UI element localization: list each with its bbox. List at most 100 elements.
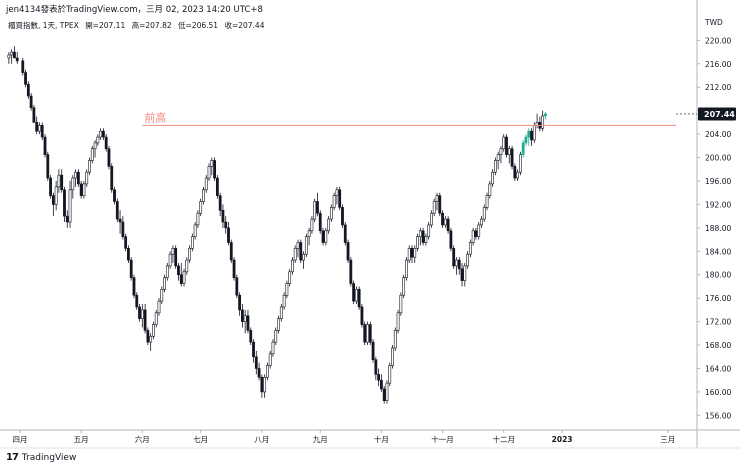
candle-body xyxy=(321,230,325,243)
candle-body xyxy=(457,259,461,270)
y-tick-label: 204.00 xyxy=(705,130,731,139)
candle-body xyxy=(182,271,186,284)
candle-body xyxy=(449,230,453,249)
candle-body xyxy=(274,330,278,343)
candle-body xyxy=(466,253,469,267)
candle-body xyxy=(202,189,205,202)
last-price-badge xyxy=(698,107,736,121)
candle-body xyxy=(71,177,75,191)
candle-body xyxy=(518,154,522,173)
x-tick-label: 六月 xyxy=(135,434,150,444)
candle-body xyxy=(363,324,367,343)
x-tick-label: 五月 xyxy=(74,435,89,444)
candle-body xyxy=(221,209,225,223)
candle-body xyxy=(385,382,389,402)
candle-body xyxy=(524,136,528,144)
y-tick-label: 176.00 xyxy=(705,294,731,303)
candle-body xyxy=(427,224,431,237)
candle-body xyxy=(460,268,464,281)
candle-body xyxy=(379,379,383,390)
legend-symbol[interactable]: 櫃買指數, 1天, TPEX xyxy=(8,21,79,30)
candle-body xyxy=(135,294,139,308)
brand-footer[interactable]: 17 TradingView xyxy=(6,452,76,463)
candle-body xyxy=(57,174,61,188)
candle-body xyxy=(154,312,158,325)
candle-body xyxy=(277,318,280,331)
legend-open: 開=207.11 xyxy=(85,21,126,30)
candle-body xyxy=(121,221,125,237)
candle-body xyxy=(455,259,458,267)
candle-body xyxy=(343,224,347,243)
candle-body xyxy=(246,315,250,331)
candle-body xyxy=(541,115,545,129)
candle-body xyxy=(299,242,303,261)
candle-body xyxy=(157,300,161,314)
legend-low: 低=206.51 xyxy=(178,21,219,30)
candle-body xyxy=(146,330,150,343)
candle-body xyxy=(107,148,111,167)
candle-body xyxy=(79,183,83,196)
x-tick-label: 2023 xyxy=(552,435,573,444)
candle-body xyxy=(235,277,239,296)
candle-body xyxy=(163,277,166,290)
candle-body xyxy=(480,218,483,226)
publisher-line: jen4134發表於TradingView.com，三月 02, 2023 14… xyxy=(6,5,263,15)
candle-body xyxy=(443,218,447,226)
candle-body xyxy=(496,154,500,161)
candle-body xyxy=(293,248,297,261)
candle-body xyxy=(335,189,339,196)
candle-body xyxy=(471,230,475,243)
candle-body xyxy=(213,160,217,179)
candle-body xyxy=(488,183,492,196)
candle-body xyxy=(441,212,444,226)
candle-body xyxy=(68,189,72,223)
annotations-layer: 前高 xyxy=(142,110,697,126)
y-tick-label: 164.00 xyxy=(705,364,731,373)
candle-body xyxy=(279,306,283,319)
y-tick-label: 160.00 xyxy=(705,388,731,397)
tradingview-logo-icon: 17 xyxy=(6,452,19,463)
candle-body xyxy=(313,201,317,220)
candle-body xyxy=(430,212,433,226)
candle-body xyxy=(288,271,292,284)
candle-body xyxy=(357,289,361,308)
candle-body xyxy=(468,242,472,255)
plot-frame xyxy=(0,0,740,449)
y-tick-label: 184.00 xyxy=(705,247,731,256)
candle-body xyxy=(268,353,272,366)
legend-close: 收=207.44 xyxy=(224,21,265,30)
candle-body xyxy=(260,376,264,393)
candle-body xyxy=(421,230,425,243)
candle-body xyxy=(532,125,536,141)
candle-body xyxy=(413,248,417,258)
candle-body xyxy=(324,230,328,243)
candle-body xyxy=(21,60,25,73)
candle-body xyxy=(190,236,194,249)
candle-body xyxy=(432,201,436,214)
candle-body xyxy=(218,195,222,211)
candle-body xyxy=(516,171,520,179)
candle-body xyxy=(149,335,153,343)
symbol-legend: 櫃買指數, 1天, TPEX 開=207.11 高=207.82 低=206.5… xyxy=(8,20,268,31)
candle-body xyxy=(10,51,14,56)
resistance-label: 前高 xyxy=(144,110,166,124)
candle-body xyxy=(46,154,50,179)
candle-body xyxy=(82,183,86,196)
candle-body xyxy=(477,224,481,237)
candle-body xyxy=(302,253,305,261)
candle-body xyxy=(65,215,69,223)
candle-body xyxy=(507,148,511,155)
candle-body xyxy=(193,224,197,237)
candle-body xyxy=(491,171,495,185)
candle-body xyxy=(85,171,89,185)
candle-body xyxy=(129,259,133,278)
candle-body xyxy=(438,195,442,214)
candle-body xyxy=(316,201,319,214)
candle-body xyxy=(505,136,508,155)
candle-body xyxy=(360,306,364,325)
candle-body xyxy=(143,309,147,331)
candle-body xyxy=(168,253,172,267)
candle-body xyxy=(29,95,33,109)
candle-body xyxy=(115,201,119,220)
